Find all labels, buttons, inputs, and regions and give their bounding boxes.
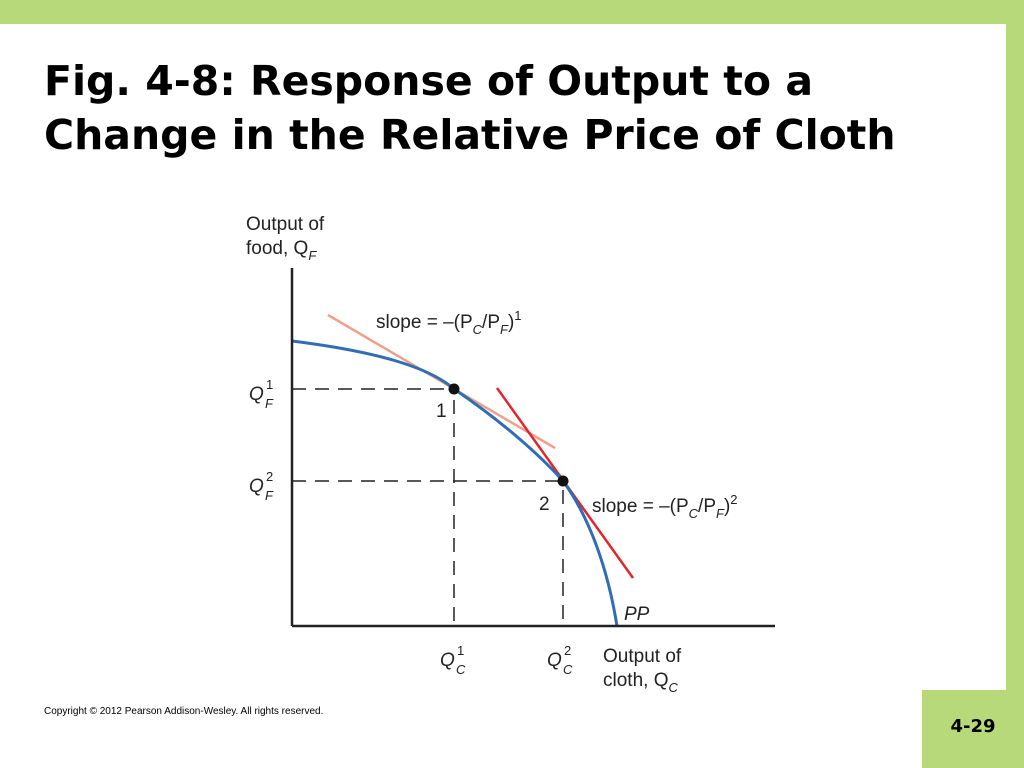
x-axis-label-line1: Output of — [603, 646, 682, 667]
page-number: 4-29 — [950, 716, 996, 737]
qc1-sup: 1 — [457, 643, 464, 658]
slope-1-label: slope = –(PC/PF)1 — [376, 308, 522, 337]
qc1-label: Q — [440, 650, 455, 671]
point-1-marker — [448, 383, 460, 395]
y-axis-label-line1: Output of — [246, 214, 325, 235]
point-1-label: 1 — [436, 401, 447, 422]
qf2-label: Q — [249, 476, 264, 497]
y-axis-label-line2: food, QF — [246, 238, 317, 263]
point-2-label: 2 — [539, 494, 550, 515]
qf2-sub: F — [265, 488, 274, 503]
reference-dashes — [292, 388, 564, 626]
ppf-curve-label: PP — [624, 604, 650, 625]
ppf-curve — [291, 339, 619, 627]
qf2-sup: 2 — [266, 469, 273, 484]
point-2-marker — [557, 475, 569, 487]
slide-title: Fig. 4-8: Response of Output to a Change… — [44, 54, 994, 162]
copyright-notice: Copyright © 2012 Pearson Addison-Wesley.… — [44, 706, 324, 717]
x-axis-label-line2: cloth, QC — [603, 670, 678, 695]
qc2-sup: 2 — [564, 643, 571, 658]
qc2-sub: C — [563, 662, 573, 677]
qc2-label: Q — [547, 650, 562, 671]
qf1-sub: F — [265, 396, 274, 411]
title-line-1: Fig. 4-8: Response of Output to a — [44, 57, 814, 105]
slope-2-label: slope = –(PC/PF)2 — [592, 492, 738, 521]
qf1-label: Q — [249, 384, 264, 405]
page-number-box: 4-29 — [922, 690, 1024, 768]
qf1-sup: 1 — [266, 377, 273, 392]
title-line-2: Change in the Relative Price of Cloth — [44, 111, 896, 159]
qc1-sub: C — [456, 662, 466, 677]
